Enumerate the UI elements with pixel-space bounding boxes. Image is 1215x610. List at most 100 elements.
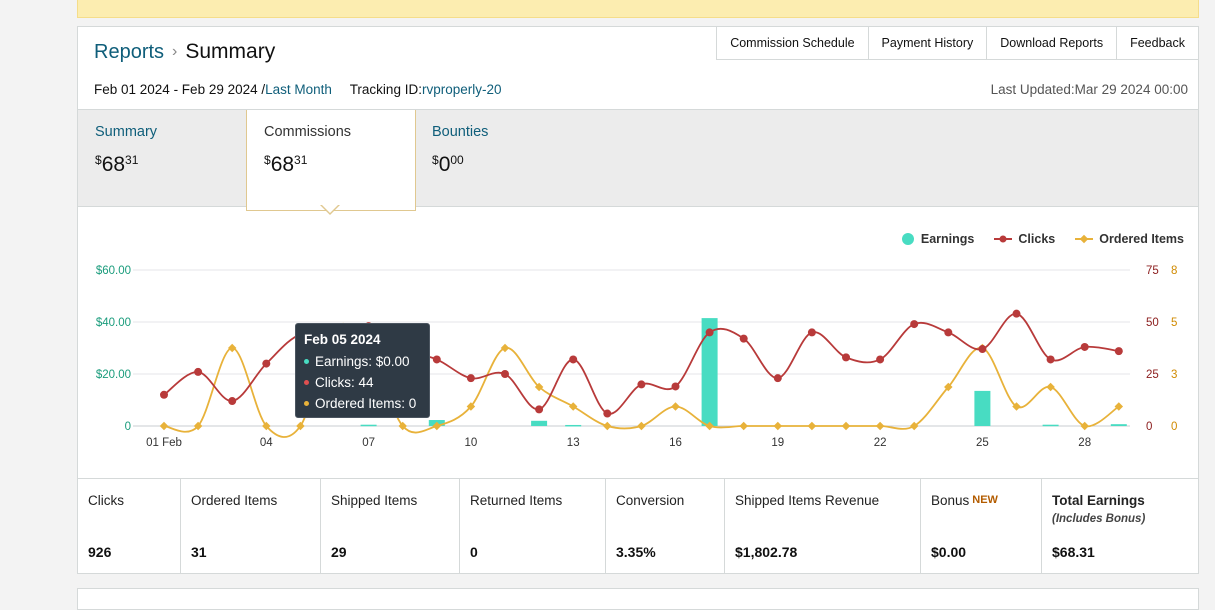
y-right-ordered-tick-label: 3 bbox=[1171, 369, 1177, 381]
tab-bounties-value: $000 bbox=[432, 153, 464, 176]
last-month-link[interactable]: Last Month bbox=[265, 82, 332, 97]
stat-ordered-items: Ordered Items 31 bbox=[181, 479, 321, 574]
ordered-items-point bbox=[227, 343, 237, 353]
tab-summary[interactable]: Summary $6831 bbox=[78, 110, 246, 206]
clicks-point bbox=[1046, 355, 1055, 364]
breadcrumb: Reports › Summary bbox=[94, 40, 275, 64]
ordered-items-point bbox=[296, 421, 305, 431]
ordered-items-point bbox=[193, 421, 203, 431]
earnings-bar bbox=[701, 318, 718, 426]
new-badge: NEW bbox=[972, 494, 998, 506]
stat-value: 29 bbox=[331, 544, 347, 560]
download-reports-button[interactable]: Download Reports bbox=[987, 26, 1118, 60]
earnings-bar bbox=[565, 424, 582, 427]
clicks-point bbox=[194, 367, 203, 376]
x-tick-label: 13 bbox=[567, 437, 580, 449]
y-right-clicks-tick-label: 75 bbox=[1146, 265, 1159, 277]
tab-bounties[interactable]: Bounties $000 bbox=[415, 110, 583, 206]
chart-tooltip: Feb 05 2024 Earnings: $0.00 Clicks: 44 O… bbox=[295, 323, 430, 418]
ordered-items-point bbox=[875, 421, 885, 431]
ordered-items-point bbox=[1012, 402, 1021, 411]
stat-shipped-items: Shipped Items 29 bbox=[321, 479, 460, 574]
earnings-bar bbox=[360, 424, 377, 427]
ordered-items-point bbox=[705, 421, 714, 431]
tracking-id-label: Tracking ID: bbox=[349, 82, 422, 97]
ordered-items-point bbox=[534, 382, 544, 392]
feedback-button[interactable]: Feedback bbox=[1117, 26, 1199, 60]
y-right-ordered-tick-label: 8 bbox=[1171, 265, 1177, 277]
clicks-point bbox=[603, 409, 612, 418]
y-right-clicks-tick-label: 0 bbox=[1146, 421, 1152, 433]
ordered-items-point bbox=[398, 421, 407, 431]
clicks-point bbox=[466, 374, 475, 383]
stat-value: 0 bbox=[470, 544, 478, 560]
y-left-tick-label: $20.00 bbox=[96, 369, 131, 381]
page-title: Summary bbox=[185, 40, 276, 63]
legend-earnings[interactable]: Earnings bbox=[901, 232, 974, 246]
clicks-point bbox=[944, 328, 953, 337]
stat-value: $68.31 bbox=[1052, 544, 1095, 560]
chart-legend: Earnings Clicks Ordered Items bbox=[901, 232, 1184, 246]
legend-ordered-items[interactable]: Ordered Items bbox=[1075, 232, 1184, 246]
stat-returned-items: Returned Items 0 bbox=[460, 479, 606, 574]
stat-value: $0.00 bbox=[931, 544, 967, 560]
x-tick-label: 19 bbox=[771, 437, 784, 449]
stat-label: Shipped Items Revenue bbox=[735, 493, 880, 508]
ordered-items-point bbox=[1046, 382, 1055, 392]
clicks-point bbox=[228, 397, 237, 406]
payment-history-button[interactable]: Payment History bbox=[868, 26, 988, 60]
chevron-right-icon: › bbox=[172, 43, 178, 60]
x-tick-label: 01 Feb bbox=[146, 437, 182, 449]
y-right-clicks-tick-label: 25 bbox=[1146, 369, 1159, 381]
ordered-items-point bbox=[432, 421, 442, 431]
commission-schedule-button[interactable]: Commission Schedule bbox=[716, 26, 869, 60]
earnings-chart[interactable]: $60.00 75 8 $40.00 50 5 $20.00 25 3 0 0 0 01 Feb 04 07… bbox=[78, 252, 1198, 478]
clicks-point bbox=[739, 334, 748, 343]
y-right-clicks-tick-label: 50 bbox=[1146, 317, 1159, 329]
stat-value: 31 bbox=[191, 544, 207, 560]
summary-tabs: Summary $6831 Commissions $6831 Bounties… bbox=[78, 109, 1198, 211]
stat-value: $1,802.78 bbox=[735, 544, 798, 560]
tooltip-earnings: Earnings: $0.00 bbox=[304, 354, 410, 369]
stat-label: Clicks bbox=[88, 493, 124, 508]
earnings-bar bbox=[1110, 424, 1127, 426]
clicks-point bbox=[160, 390, 168, 399]
tooltip-clicks: Clicks: 44 bbox=[304, 375, 374, 390]
x-tick-label: 16 bbox=[669, 437, 682, 449]
stats-row: Clicks 926 Ordered Items 31 Shipped Item… bbox=[78, 478, 1198, 574]
clicks-point bbox=[807, 328, 816, 337]
clicks-point bbox=[842, 353, 850, 362]
clicks-point bbox=[910, 320, 919, 329]
clicks-point bbox=[262, 359, 271, 368]
stat-clicks: Clicks 926 bbox=[78, 479, 181, 574]
tab-commissions[interactable]: Commissions $6831 bbox=[246, 110, 416, 211]
last-updated: Last Updated:Mar 29 2024 00:00 bbox=[990, 82, 1188, 97]
y-right-ordered-tick-label: 5 bbox=[1171, 317, 1177, 329]
tracking-id-value[interactable]: rvproperly-20 bbox=[421, 82, 502, 97]
date-range: Feb 01 2024 - Feb 29 2024 / bbox=[94, 82, 266, 97]
clicks-point bbox=[1012, 309, 1021, 318]
report-card: Reports › Summary Commission Schedule Pa… bbox=[77, 26, 1199, 574]
tab-commissions-value: $6831 bbox=[264, 153, 308, 176]
stat-label: Returned Items bbox=[470, 493, 563, 508]
tooltip-title: Feb 05 2024 bbox=[304, 332, 381, 347]
stat-total-earnings: Total Earnings (Includes Bonus) $68.31 bbox=[1042, 479, 1198, 574]
clicks-point bbox=[773, 374, 782, 383]
y-left-tick-label: $40.00 bbox=[96, 317, 131, 329]
stat-sublabel: (Includes Bonus) bbox=[1052, 513, 1146, 525]
clicks-point bbox=[637, 380, 646, 389]
ordered-items-point bbox=[637, 421, 646, 431]
earnings-bar bbox=[974, 390, 991, 426]
tab-commissions-label: Commissions bbox=[264, 124, 352, 140]
ordered-items-point bbox=[773, 421, 783, 431]
active-tab-pointer bbox=[320, 204, 340, 215]
stat-label: Ordered Items bbox=[191, 493, 278, 508]
legend-clicks[interactable]: Clicks bbox=[994, 232, 1055, 246]
ordered-items-point bbox=[466, 402, 476, 411]
clicks-point bbox=[569, 355, 578, 364]
ordered-items-point bbox=[568, 402, 578, 411]
breadcrumb-reports-link[interactable]: Reports bbox=[94, 40, 165, 63]
ordered-items-point bbox=[909, 421, 919, 431]
ordered-items-point bbox=[159, 421, 169, 431]
stat-label: Shipped Items bbox=[331, 493, 418, 508]
